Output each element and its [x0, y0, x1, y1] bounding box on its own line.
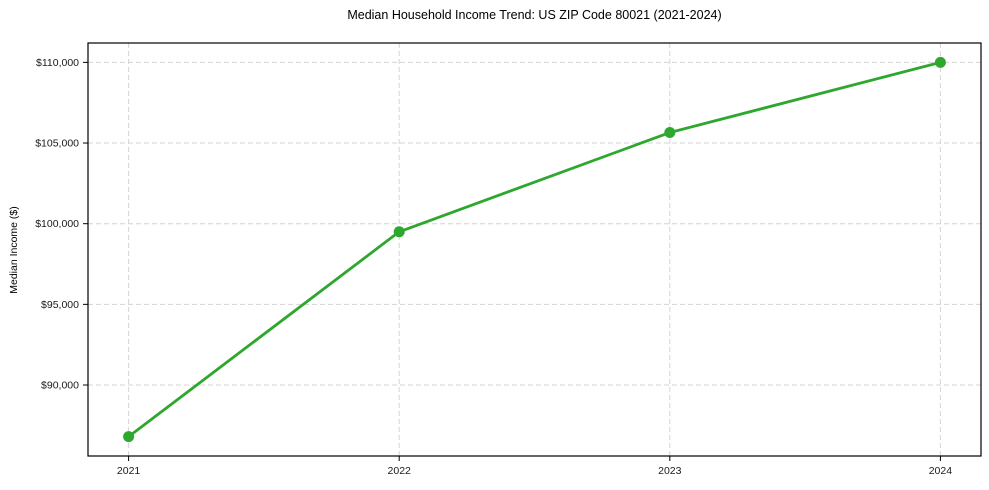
data-point — [664, 127, 676, 139]
x-tick-label: 2023 — [658, 465, 682, 477]
axis-frame — [87, 42, 982, 457]
y-tick-label: $105,000 — [35, 138, 79, 150]
chart-title: Median Household Income Trend: US ZIP Co… — [347, 8, 722, 22]
y-tick-label: $110,000 — [36, 57, 79, 69]
data-point — [934, 56, 946, 68]
trend-line — [127, 60, 942, 439]
data-point — [123, 431, 135, 443]
y-tick-label: $95,000 — [41, 299, 79, 311]
x-tick-label: 2022 — [388, 465, 412, 477]
data-point — [393, 226, 405, 238]
y-tick-label: $100,000 — [35, 218, 79, 230]
x-tick-label: 2021 — [117, 465, 141, 477]
x-tick-label: 2024 — [929, 465, 953, 477]
y-tick-label: $90,000 — [41, 380, 79, 392]
